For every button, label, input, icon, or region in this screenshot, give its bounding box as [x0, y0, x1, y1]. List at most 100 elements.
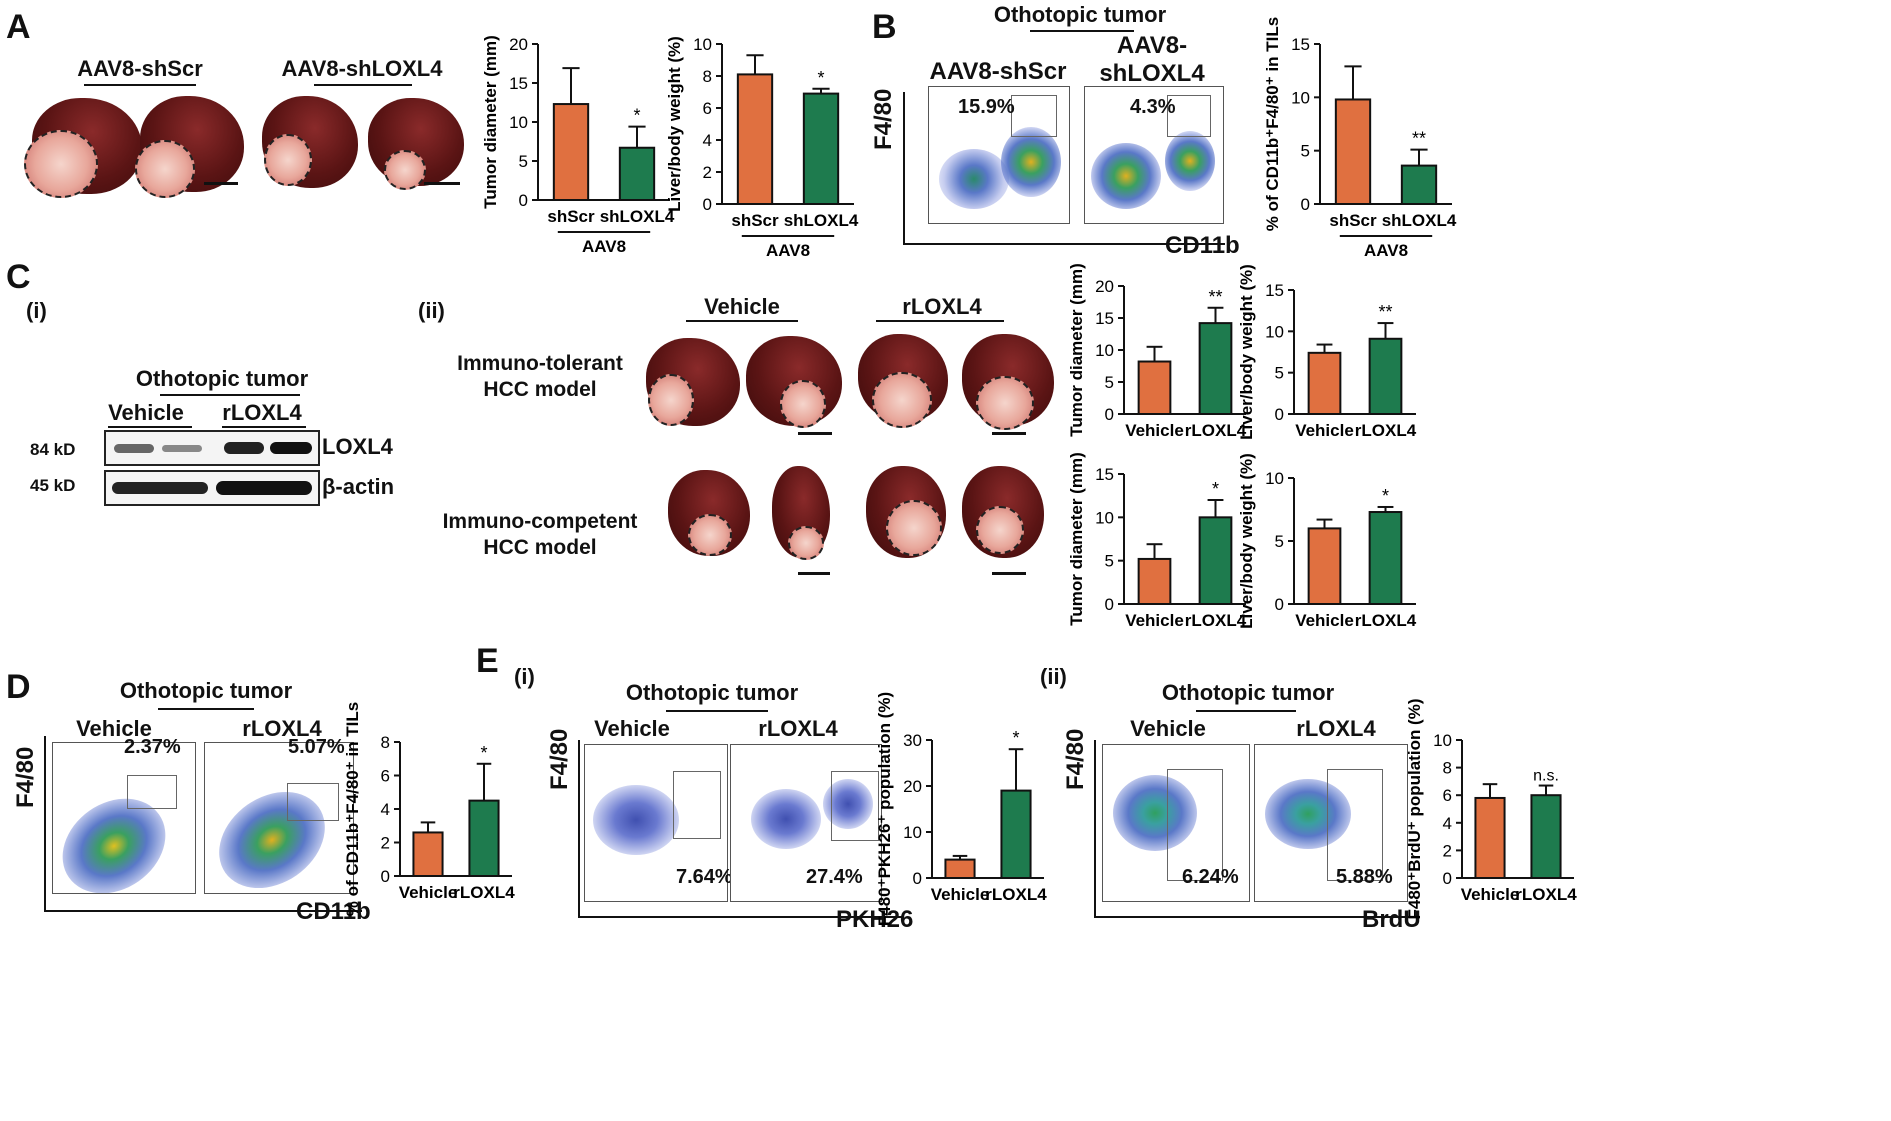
e-i-group1: Vehicle — [594, 716, 670, 741]
x-tick-label: rLOXL4 — [1515, 885, 1577, 904]
scale-bar — [992, 572, 1026, 575]
scale-bar — [798, 572, 830, 575]
y-tick-label: 4 — [1443, 814, 1452, 833]
x-tick-label: Vehicle — [399, 883, 458, 902]
b-group2-label-line1: AAV8- — [1116, 32, 1188, 59]
bar — [1307, 527, 1342, 606]
y-tick-label: 8 — [381, 733, 390, 752]
y-tick-label: 20 — [509, 35, 528, 54]
bar — [1474, 796, 1506, 880]
y-tick-label: 20 — [1095, 277, 1114, 296]
c-wb-group1-line — [108, 426, 192, 428]
bar — [944, 858, 976, 879]
b-header: Othotopic tumor — [993, 2, 1167, 27]
flow-gate — [1167, 95, 1211, 137]
y-tick-label: 10 — [1265, 322, 1284, 341]
d-pct-rloxl4: 5.07% — [288, 736, 345, 758]
bar — [1000, 789, 1032, 879]
flow-plot-vehicle — [1102, 744, 1250, 902]
y-tick-label: 15 — [509, 74, 528, 93]
c-wb-group2: rLOXL4 — [222, 400, 302, 425]
scale-bar — [424, 182, 460, 185]
y-tick-label: 8 — [703, 67, 712, 86]
scale-bar — [798, 432, 832, 435]
x-tick-label: shLOXL4 — [784, 211, 859, 230]
e-i-x-axis — [578, 916, 904, 918]
y-tick-label: 0 — [519, 191, 528, 210]
bar — [412, 831, 444, 878]
d-y-axis — [44, 736, 46, 912]
y-tick-label: 6 — [703, 99, 712, 118]
e-ii-y-axis — [1094, 740, 1096, 918]
e-ii-header: Othotopic tumor — [1161, 680, 1335, 705]
e-i-header-line — [666, 710, 768, 712]
c-model1-line2: HCC model — [483, 378, 597, 401]
d-group2: rLOXL4 — [242, 716, 322, 741]
bar — [1368, 337, 1403, 416]
flow-plot-shloxl4 — [1084, 86, 1224, 224]
c-band-actin: β-actin — [322, 474, 395, 499]
significance-label: * — [1012, 728, 1019, 748]
y-tick-label: 5 — [1105, 552, 1114, 571]
y-tick-label: 15 — [1095, 465, 1114, 484]
scale-bar — [204, 182, 238, 185]
y-tick-label: 6 — [1443, 786, 1452, 805]
e-ii-pct-rloxl4: 5.88% — [1336, 866, 1393, 888]
d-pct-vehicle: 2.37% — [124, 736, 181, 758]
panel-letter-c: C — [6, 258, 31, 296]
x-tick-label: Vehicle — [931, 885, 990, 904]
tumor-outline — [976, 376, 1034, 430]
e-ii-pct-vehicle: 6.24% — [1182, 866, 1239, 888]
tumor-outline — [24, 130, 98, 198]
y-tick-label: 0 — [1105, 405, 1114, 424]
b-header-line — [1030, 30, 1134, 32]
tumor-outline — [976, 506, 1024, 554]
x-tick-label: Vehicle — [1125, 421, 1184, 440]
e-ii-x-axis — [1094, 916, 1418, 918]
e-i-group2: rLOXL4 — [758, 716, 838, 741]
e-ii-x-axis-label: BrdU — [1362, 906, 1421, 933]
dot-cloud — [751, 789, 821, 849]
c-band-loxl4: LOXL4 — [322, 434, 393, 459]
x-tick-label: Vehicle — [1295, 421, 1354, 440]
significance-label: n.s. — [1533, 768, 1559, 785]
flow-plot-vehicle — [52, 742, 196, 894]
bar — [736, 73, 774, 206]
c-wb-group1: Vehicle — [108, 400, 184, 425]
flow-gate — [1327, 769, 1383, 881]
x-tick-label: rLOXL4 — [1185, 421, 1247, 440]
a-group2-line — [314, 84, 412, 86]
b-group2-label-line2: shLOXL4 — [1099, 60, 1205, 87]
y-tick-label: 0 — [1443, 869, 1452, 888]
bar — [802, 92, 840, 205]
wb-band — [112, 482, 208, 494]
dot-cloud — [1091, 143, 1161, 209]
y-axis-label: Liver/body weight (%) — [665, 36, 684, 212]
wb-band — [114, 444, 154, 453]
x-tick-label: shScr — [547, 207, 595, 226]
wb-band — [216, 481, 312, 495]
y-tick-label: 4 — [703, 131, 712, 150]
c-model2-line2: HCC model — [483, 536, 597, 559]
tumor-outline — [264, 134, 312, 186]
flow-gate — [127, 775, 177, 809]
x-tick-label: Vehicle — [1125, 611, 1184, 630]
tumor-outline — [135, 140, 195, 198]
y-tick-label: 15 — [1291, 35, 1310, 54]
group-label: AAV8 — [582, 237, 626, 256]
flow-gate — [831, 771, 879, 841]
dot-cloud — [939, 149, 1009, 209]
group-label: AAV8 — [1364, 241, 1408, 260]
x-tick-label: rLOXL4 — [1355, 421, 1417, 440]
dot-cloud — [1265, 779, 1351, 849]
dot-cloud — [593, 785, 679, 855]
x-tick-label: shLOXL4 — [1382, 211, 1457, 230]
y-tick-label: 15 — [1095, 309, 1114, 328]
y-tick-label: 5 — [1275, 532, 1284, 551]
e-i-label: (i) — [514, 664, 535, 689]
significance-label: * — [480, 743, 487, 763]
group-label: AAV8 — [766, 241, 810, 260]
y-tick-label: 10 — [693, 35, 712, 54]
x-tick-label: shScr — [731, 211, 779, 230]
